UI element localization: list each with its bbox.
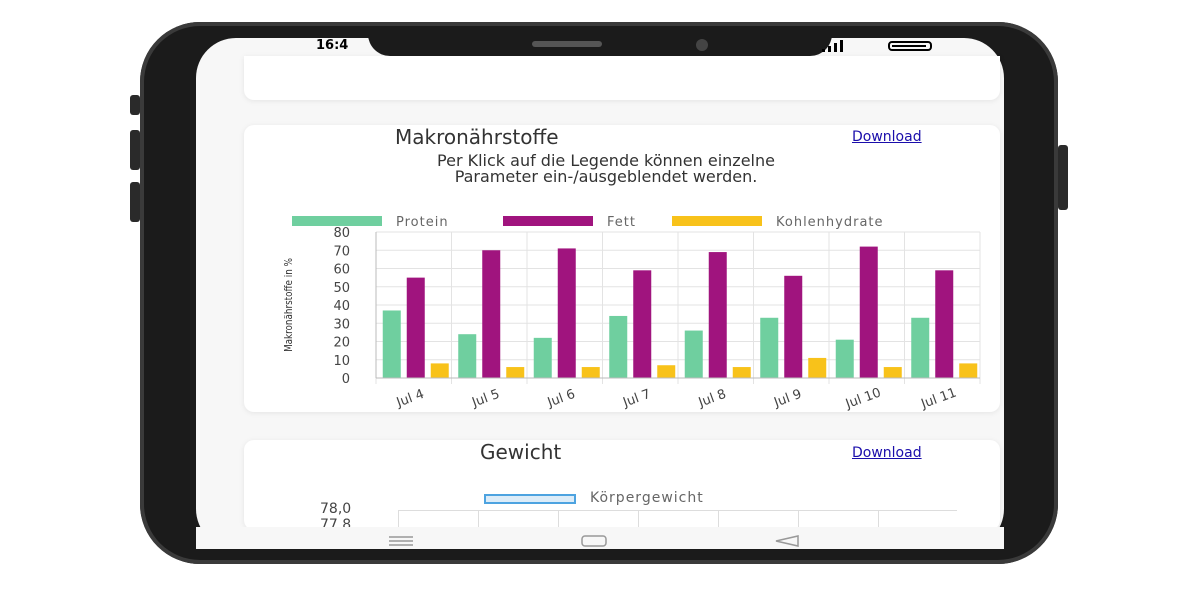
macro-subtitle-2: Parameter ein-/ausgeblendet werden. bbox=[454, 167, 758, 186]
speaker bbox=[532, 41, 602, 47]
weight-download-link[interactable]: Download bbox=[852, 445, 922, 461]
macro-title: Makronährstoffe bbox=[395, 125, 559, 149]
weight-legend-label: Körpergewicht bbox=[590, 490, 704, 506]
nav-bar bbox=[196, 527, 1004, 549]
weight-ytick-0: 78,0 bbox=[320, 501, 352, 517]
macro-download-link[interactable]: Download bbox=[852, 129, 922, 145]
macro-subtitle-1: Per Klick auf die Legende können einzeln… bbox=[437, 151, 775, 170]
front-camera bbox=[696, 39, 708, 51]
mute-switch bbox=[130, 95, 140, 115]
status-time: 16:4 bbox=[316, 38, 349, 53]
back-icon[interactable] bbox=[774, 535, 800, 547]
volume-down-button bbox=[130, 182, 140, 222]
signal-icon bbox=[822, 40, 843, 52]
previous-card bbox=[244, 56, 1000, 100]
home-icon[interactable] bbox=[581, 535, 607, 547]
weight-title: Gewicht bbox=[480, 440, 562, 464]
weight-legend-swatch[interactable] bbox=[484, 494, 576, 504]
weight-grid bbox=[398, 510, 957, 529]
menu-icon[interactable] bbox=[388, 535, 414, 547]
volume-up-button bbox=[130, 130, 140, 170]
battery-icon bbox=[888, 41, 932, 51]
power-button bbox=[1058, 145, 1068, 210]
